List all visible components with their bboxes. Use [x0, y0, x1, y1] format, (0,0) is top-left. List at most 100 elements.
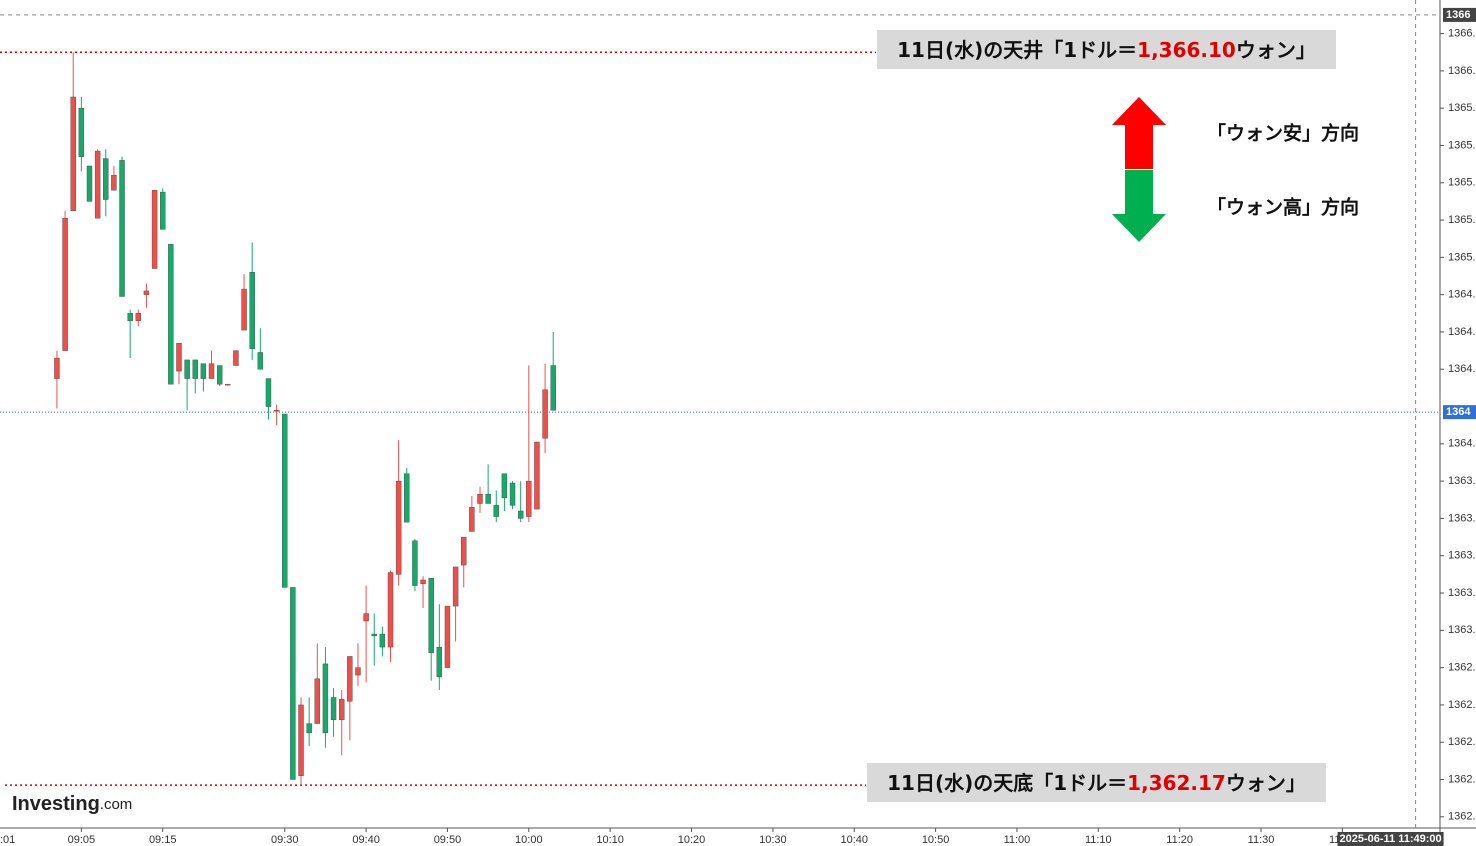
last-price-label: 1364 [1446, 406, 1471, 418]
logo-suffix: .com [100, 796, 133, 813]
high-annotation-value: 1,366.10 [1137, 38, 1236, 62]
candle-body [330, 697, 337, 721]
low-annotation-suffix: ウォン」 [1226, 771, 1306, 795]
candle-body [485, 493, 491, 504]
x-tick-label: 09:05 [68, 834, 96, 846]
x-tick-label: 11:20 [1166, 834, 1193, 846]
y-tick-label: 1364. [1448, 438, 1476, 450]
candle-body [241, 288, 247, 331]
candle-body [111, 175, 117, 191]
x-tick-label: 09:30 [271, 834, 299, 846]
candle-body [338, 699, 345, 721]
candle-body [526, 480, 532, 517]
legend-label: 「ウォン高」方向 [1207, 196, 1359, 219]
candle-body [135, 313, 142, 321]
candle-body [477, 493, 483, 504]
legend-label: 「ウォン安」方向 [1207, 122, 1359, 145]
candle-body [273, 410, 280, 412]
y-tick-label: 1362. [1448, 773, 1476, 785]
candle-body [127, 313, 133, 321]
crosshair-price-tag [1443, 7, 1476, 22]
candle-body [151, 190, 158, 269]
candle-body [143, 290, 150, 295]
candle-body [517, 510, 524, 519]
crosshair-price-label: 1366 [1446, 9, 1470, 21]
candle-body [550, 365, 556, 411]
candle-body [444, 605, 451, 668]
candle-body [225, 383, 231, 386]
y-tick-label: 1363. [1448, 550, 1476, 562]
candle-body [404, 473, 410, 523]
low-annotation-box [867, 763, 1326, 802]
candle-body [70, 96, 76, 211]
up-arrow [1112, 97, 1166, 169]
logo-name: Investing [12, 793, 100, 815]
candle-body [168, 244, 174, 385]
x-tick-label: 11:30 [1248, 834, 1275, 846]
candle-body [501, 473, 508, 499]
candle-body [208, 363, 215, 379]
candle-body [314, 678, 320, 724]
candle-body [54, 357, 60, 379]
high-annotation-box [877, 30, 1336, 69]
logo: Investing.com [12, 793, 132, 815]
y-tick-label: 1365. [1448, 214, 1476, 226]
y-tick-label: 1365. [1448, 177, 1476, 189]
y-tick-label: 1363. [1448, 587, 1476, 599]
x-tick-label: 10:40 [840, 834, 868, 846]
x-tick-label: 09:15 [149, 834, 177, 846]
candle-body [428, 577, 434, 653]
candle-body [86, 165, 93, 202]
y-tick-label: 1364. [1448, 363, 1476, 375]
y-tick-label: 1362. [1448, 662, 1476, 674]
y-tick-label: 1363. [1448, 512, 1476, 524]
low-annotation-prefix: 11日(水)の天底「1ドル＝ [887, 771, 1127, 795]
crosshair-time-tag [1337, 832, 1444, 846]
y-tick-label: 1364. [1448, 289, 1476, 301]
candle-body [257, 352, 264, 370]
candle-body [78, 107, 85, 157]
candle-body [509, 482, 516, 506]
candle-body [493, 505, 499, 517]
candle-body [290, 587, 296, 780]
x-tick-label: 10:20 [678, 834, 706, 846]
candle-body [420, 579, 426, 584]
candle-body [371, 633, 377, 637]
x-tick-label: 11:10 [1085, 834, 1112, 846]
candle-body [103, 158, 109, 200]
y-tick-label: 1362. [1448, 811, 1476, 823]
candle-body [249, 272, 255, 349]
high-annotation-prefix: 11日(水)の天井「1ドル＝ [897, 38, 1137, 62]
candle-body [216, 365, 223, 385]
candle-body [200, 363, 207, 379]
x-tick-label: 10:50 [922, 834, 950, 846]
candle-body [534, 441, 540, 510]
candle-body [379, 633, 386, 648]
candle-body [355, 667, 361, 676]
candle-body [363, 613, 369, 622]
candle-body [387, 572, 394, 648]
x-tick-label: 09:50 [434, 834, 462, 846]
candle-body [542, 389, 548, 439]
candle-body [298, 704, 304, 776]
y-tick-label: 1362. [1448, 736, 1476, 748]
x-tick-label: 09:40 [352, 834, 380, 846]
candle-body [469, 507, 475, 532]
candle-body [160, 191, 166, 230]
y-tick-label: 1365. [1448, 139, 1476, 151]
candle-body [62, 217, 68, 351]
x-left-label: :01 [0, 834, 15, 846]
candle-body [192, 359, 198, 379]
candle-body [436, 646, 443, 678]
last-price-tag [1443, 405, 1476, 420]
candle-body [322, 663, 329, 734]
candle-body [282, 413, 288, 588]
candle-body [412, 540, 418, 586]
high-annotation-text: 11日(水)の天井「1ドル＝1,366.10ウォン」 [897, 38, 1316, 62]
low-annotation-text: 11日(水)の天底「1ドル＝1,362.17ウォン」 [887, 771, 1306, 795]
candle-body [452, 566, 459, 607]
y-tick-label: 1365. [1448, 102, 1476, 114]
y-tick-label: 1362. [1448, 699, 1476, 711]
y-tick-label: 1363. [1448, 475, 1476, 487]
y-tick-label: 1364. [1448, 326, 1476, 338]
